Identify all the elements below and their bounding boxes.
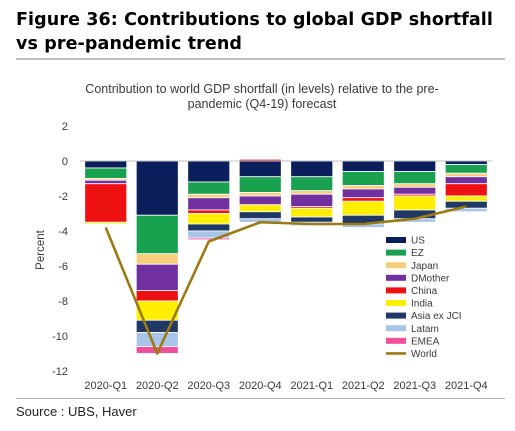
legend-swatch-china [386, 287, 406, 294]
bar-segment-us [290, 160, 334, 178]
bar-segment-dmother [393, 186, 437, 195]
x-tick-label: 2020-Q3 [187, 380, 230, 392]
source-note: Source : UBS, Haver [16, 404, 137, 419]
legend-label-asia-ex-jci: Asia ex JCI [411, 311, 462, 322]
bar-segment-us [84, 160, 128, 169]
bar-segment-emea [187, 237, 231, 241]
bar-segment-ez [187, 181, 231, 195]
source-divider [16, 398, 505, 399]
y-axis-label: Percent [35, 229, 47, 269]
bar-segment-china [187, 209, 231, 214]
bar-segment-japan [341, 185, 385, 190]
bar-segment-india [187, 213, 231, 225]
y-tick-label: 0 [62, 156, 68, 168]
bar-segment-india [84, 221, 128, 225]
legend-swatch-dmother [386, 274, 406, 281]
chart-title-line-2: pandemic (Q4-19) forecast [188, 97, 337, 111]
bar-segment-ez [84, 167, 128, 179]
bar-segment-dmother [187, 197, 231, 211]
legend-label-us: US [411, 236, 425, 247]
x-tick-label: 2020-Q2 [136, 380, 179, 392]
bar-segment-dmother [341, 188, 385, 199]
bar-segment-japan [238, 192, 282, 197]
bar-segment-japan [444, 172, 488, 178]
bar-segment-us [444, 160, 488, 165]
legend-label-china: China [411, 286, 438, 297]
x-tick-label: 2021-Q3 [393, 380, 436, 392]
bar-segment-dmother [84, 179, 128, 185]
bar-segment-latam [444, 207, 488, 213]
legend-label-india: India [411, 299, 433, 310]
bar-segment-ez [444, 164, 488, 174]
x-tick-label: 2021-Q1 [290, 380, 333, 392]
x-tick-label: 2021-Q4 [445, 380, 488, 392]
legend-swatch-latam [386, 325, 406, 332]
bar-segment-india [393, 195, 437, 211]
x-tick-label: 2020-Q1 [84, 380, 127, 392]
bar-segment-us [187, 160, 231, 183]
x-tick-label: 2021-Q2 [342, 380, 385, 392]
y-tick-label: -12 [52, 366, 68, 378]
bar-segment-japan [187, 193, 231, 199]
x-tick-labels: 2020-Q1 2020-Q2 2020-Q3 2020-Q4 2021-Q1 2021-… [84, 380, 487, 392]
bar-segment-india [444, 195, 488, 202]
bar-segment-dmother [238, 195, 282, 206]
bar-segment-asia-ex-jci [187, 223, 231, 232]
bar-segment-india [341, 200, 385, 216]
world-line [104, 205, 467, 355]
figure-title: Figure 36: Contributions to global GDP s… [16, 10, 494, 54]
legend-label-latam: Latam [411, 324, 439, 335]
bar-segment-ez [290, 176, 334, 192]
legend-label-world: World [411, 349, 437, 360]
bar-segment-us [393, 160, 437, 172]
bar-segment-china [84, 183, 128, 223]
world-line-path [104, 205, 467, 355]
legend-label-emea: EMEA [411, 336, 440, 347]
title-divider [16, 58, 505, 60]
bar-segment-asia-ex-jci [290, 216, 334, 223]
bar-segment-japan [135, 253, 179, 265]
bar-segment-us [341, 160, 385, 172]
bar-segment-china [444, 183, 488, 197]
legend-label-dmother: DMother [411, 273, 450, 284]
bar-segment-japan [290, 190, 334, 195]
bar-segment-asia-ex-jci [238, 211, 282, 220]
bar-stacks [84, 158, 488, 354]
bar-segment-india [290, 207, 334, 218]
bar-segment-japan [393, 183, 437, 188]
y-tick-label: -6 [58, 261, 68, 273]
legend-swatch-japan [386, 262, 406, 269]
y-tick-label: -2 [58, 191, 68, 203]
bar-segment-ez [238, 176, 282, 193]
chart-title-line-1: Contribution to world GDP shortfall (in … [85, 82, 438, 96]
legend-swatch-ez [386, 249, 406, 256]
bar-segment-ez [393, 171, 437, 185]
bar-segment-ez [135, 214, 179, 255]
x-tick-label: 2020-Q4 [239, 380, 282, 392]
legend-label-japan: Japan [411, 261, 438, 272]
bar-segment-dmother [135, 263, 179, 291]
bar-segment-us [135, 160, 179, 216]
legend-swatch-asia-ex-jci [386, 312, 406, 319]
legend-swatch-emea [386, 337, 406, 344]
legend-label-ez: EZ [411, 248, 424, 259]
bar-segment-china [341, 197, 385, 202]
bar-segment-ez [341, 171, 385, 186]
bar-segment-dmother [290, 193, 334, 207]
legend-swatch-us [386, 237, 406, 243]
bar-segment-india [238, 204, 282, 213]
legend-swatch-india [386, 300, 406, 306]
bar-segment-latam [135, 332, 179, 347]
y-tick-label: -8 [58, 296, 68, 308]
bar-segment-china [135, 290, 179, 302]
y-tick-labels: 2 0 -2 -4 -6 -8 -10 -12 [52, 121, 68, 378]
y-tick-label: -10 [52, 331, 68, 343]
bar-segment-us [238, 160, 282, 178]
bar-segment-dmother [444, 176, 488, 185]
y-tick-label: 2 [62, 121, 68, 133]
y-tick-label: -4 [58, 226, 68, 238]
